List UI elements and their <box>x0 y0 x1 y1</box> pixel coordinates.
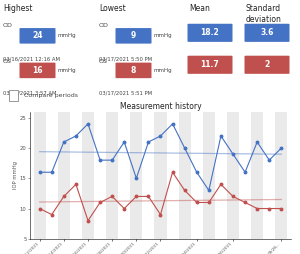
Text: mmHg: mmHg <box>57 33 76 38</box>
Bar <box>58 112 70 239</box>
FancyBboxPatch shape <box>116 62 152 78</box>
Text: 8: 8 <box>131 66 136 75</box>
Text: Mean: Mean <box>189 4 210 13</box>
Bar <box>203 112 215 239</box>
FancyBboxPatch shape <box>244 56 290 74</box>
FancyBboxPatch shape <box>20 28 56 44</box>
Title: Measurement history: Measurement history <box>120 102 201 111</box>
FancyBboxPatch shape <box>20 62 56 78</box>
Text: mmHg: mmHg <box>57 68 76 73</box>
Text: 16: 16 <box>32 66 43 75</box>
Text: 18.2: 18.2 <box>201 28 219 37</box>
FancyBboxPatch shape <box>116 28 152 44</box>
Text: OD: OD <box>3 23 13 28</box>
Text: mmHg: mmHg <box>153 68 172 73</box>
Bar <box>251 112 263 239</box>
Bar <box>106 112 118 239</box>
Text: 2: 2 <box>264 60 270 69</box>
Bar <box>178 112 191 239</box>
Text: 24: 24 <box>32 31 43 40</box>
FancyBboxPatch shape <box>244 24 290 42</box>
Text: OS: OS <box>3 59 12 64</box>
Text: 3.6: 3.6 <box>260 28 274 37</box>
Text: Lowest: Lowest <box>99 4 126 13</box>
FancyBboxPatch shape <box>188 24 232 42</box>
Text: 9: 9 <box>131 31 136 40</box>
Text: OD: OD <box>99 23 109 28</box>
Text: 03/17/2021 5:50 PM: 03/17/2021 5:50 PM <box>99 56 152 61</box>
Text: 03/17/2021 5:51 PM: 03/17/2021 5:51 PM <box>99 91 152 96</box>
Bar <box>9 90 18 102</box>
Text: 03/21/2021 3:57 AM: 03/21/2021 3:57 AM <box>3 91 56 96</box>
Bar <box>82 112 94 239</box>
Text: Highest: Highest <box>3 4 32 13</box>
Bar <box>130 112 142 239</box>
Bar <box>227 112 239 239</box>
Bar <box>34 112 46 239</box>
Text: Standard
deviation: Standard deviation <box>246 4 282 24</box>
Text: 11.7: 11.7 <box>201 60 219 69</box>
Text: 03/16/2021 12:16 AM: 03/16/2021 12:16 AM <box>3 56 60 61</box>
FancyBboxPatch shape <box>188 56 232 74</box>
Text: mmHg: mmHg <box>153 33 172 38</box>
Text: OS: OS <box>99 59 108 64</box>
Bar <box>275 112 287 239</box>
Y-axis label: IOP mmHg: IOP mmHg <box>14 161 18 189</box>
Text: Compare periods: Compare periods <box>24 93 78 98</box>
Bar <box>154 112 166 239</box>
